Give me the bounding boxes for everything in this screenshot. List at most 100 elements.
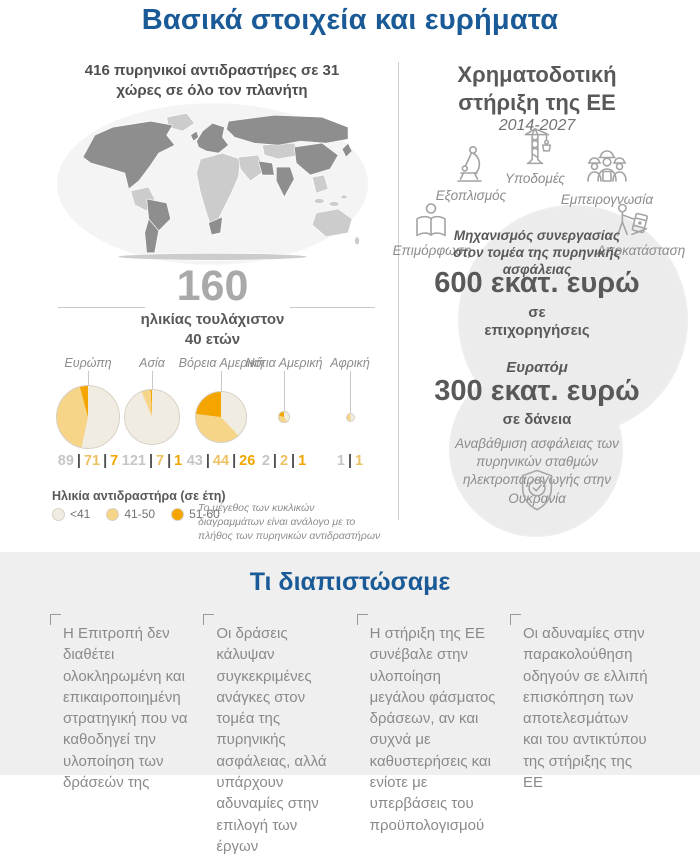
pie-chart bbox=[194, 390, 248, 444]
pie-chart bbox=[345, 412, 355, 422]
reactors-panel: 416 πυρηνικοί αντιδραστήρες σε 31 χώρες … bbox=[30, 55, 395, 542]
pie-group-2: Βόρεια Αμερική 43 | 44 | 26 bbox=[173, 343, 269, 483]
reading-person-icon bbox=[409, 200, 453, 244]
world-map bbox=[56, 103, 369, 265]
pie-values: 121 | 7 | 1 bbox=[104, 453, 200, 469]
support-area-label: Επιμόρφωση bbox=[392, 243, 472, 258]
finding-text: Οι δράσεις κάλυψαν συγκεκριμένες ανάγκες… bbox=[216, 625, 327, 855]
pie-region-label: Αφρική bbox=[330, 356, 370, 371]
legend-label: 51-60 bbox=[189, 507, 220, 521]
pie-connector-line bbox=[152, 371, 153, 389]
legend-label: 41-50 bbox=[124, 507, 156, 521]
corner-bracket-icon bbox=[203, 614, 215, 625]
euratom-description: Αναβάθμιση ασφάλειας των πυρηνικών σταθμ… bbox=[455, 436, 619, 506]
support-area-label: Υποδομές bbox=[505, 171, 565, 186]
value-separator: | bbox=[272, 453, 277, 469]
corner-bracket-icon bbox=[509, 614, 521, 625]
pie-row: Ευρώπη 89 | 71 | 7 Ασία 121 | 7 | 1 Βόρεια Αμερική 43… bbox=[30, 343, 395, 488]
stat-rule-left bbox=[58, 307, 145, 308]
legend-swatch-icon bbox=[106, 507, 120, 521]
other-countries bbox=[117, 112, 360, 261]
pie-group-0: Ευρώπη 89 | 71 | 7 bbox=[40, 343, 136, 483]
pie-values: 89 | 71 | 7 bbox=[40, 453, 136, 469]
funding-period: 2014-2027 bbox=[498, 117, 576, 134]
funding-heading: Χρηματοδοτική στήριξη της ΕΕ bbox=[457, 62, 617, 115]
reactor-count: 1 bbox=[174, 453, 183, 469]
reactor-count: 2 bbox=[261, 453, 270, 469]
legend-item: 51-60 bbox=[171, 507, 220, 521]
finding-text: Η στήριξη της ΕΕ συνέβαλε στην υλοποίηση… bbox=[369, 625, 496, 834]
workers-icon bbox=[582, 143, 632, 187]
pie-values: 2 | 2 | 1 bbox=[236, 453, 332, 469]
euratom-amount: 300 εκατ. ευρώ bbox=[434, 375, 640, 407]
insc-label: Μηχανισμός συνεργασίας στον τομέα της πυ… bbox=[453, 228, 621, 277]
pie-connector-line bbox=[284, 371, 285, 412]
findings-title: Τι διαπιστώσαμε bbox=[249, 568, 451, 596]
value-separator: | bbox=[232, 453, 237, 469]
reactor-count: 43 bbox=[186, 453, 203, 469]
reactor-count: 26 bbox=[239, 453, 256, 469]
shield-check-icon bbox=[514, 467, 560, 522]
stat-caption-line2: 40 ετών bbox=[184, 331, 241, 348]
corner-bracket-icon bbox=[356, 614, 368, 625]
pie-chart bbox=[278, 411, 290, 423]
findings-section: Τι διαπιστώσαμε Η Επιτροπή δεν διαθέτει … bbox=[0, 552, 700, 855]
findings-columns: Η Επιτροπή δεν διαθέτει ολοκληρωμένη και… bbox=[50, 614, 650, 857]
pie-chart bbox=[56, 385, 120, 449]
corner-bracket-icon bbox=[50, 614, 61, 625]
reactor-count: 71 bbox=[83, 453, 101, 469]
panel-divider bbox=[398, 62, 399, 520]
pie-connector-line bbox=[350, 371, 351, 413]
finding-column: Οι αδυναμίες στην παρακολούθηση οδηγούν … bbox=[509, 614, 650, 857]
reactor-count: 44 bbox=[212, 453, 230, 469]
reactor-count: 1 bbox=[336, 453, 345, 469]
crane-icon bbox=[512, 125, 558, 171]
finding-text: Η Επιτροπή δεν διαθέτει ολοκληρωμένη και… bbox=[63, 625, 188, 792]
support-area-label: Εξοπλισμός bbox=[435, 188, 507, 203]
insc-unit: σε επιχορηγήσεις bbox=[484, 304, 590, 339]
pie-region-label: Ασία bbox=[139, 356, 165, 371]
pie-chart bbox=[123, 388, 181, 446]
finding-column: Η Επιτροπή δεν διαθέτει ολοκληρωμένη και… bbox=[50, 614, 190, 857]
value-separator: | bbox=[205, 453, 210, 469]
pie-connector-line bbox=[221, 371, 222, 391]
reactors-heading: 416 πυρηνικοί αντιδραστήρες σε 31 χώρες … bbox=[84, 62, 340, 99]
legend-item: <41 bbox=[52, 507, 90, 521]
value-separator: | bbox=[103, 453, 108, 469]
reactor-count: 121 bbox=[121, 453, 146, 469]
countries-with-reactors bbox=[82, 114, 353, 254]
support-area-label: Εμπειρογνωσία bbox=[560, 192, 654, 207]
pie-group-1: Ασία 121 | 7 | 1 bbox=[104, 343, 200, 483]
page-title: Βασικά στοιχεία και ευρήματα bbox=[141, 4, 559, 36]
microscope-icon bbox=[448, 143, 492, 187]
pie-region-label: Ευρώπη bbox=[64, 356, 112, 371]
finding-column: Η στήριξη της ΕΕ συνέβαλε στην υλοποίηση… bbox=[356, 614, 497, 857]
value-separator: | bbox=[76, 453, 81, 469]
euratom-label: Ευρατόμ bbox=[506, 359, 568, 376]
age-legend: <41 41-50 51-60 bbox=[52, 507, 220, 521]
value-separator: | bbox=[167, 453, 172, 469]
aged-reactors-count: 160 bbox=[176, 262, 249, 310]
age-legend-title: Ηλικία αντιδραστήρα (σε έτη) bbox=[52, 489, 226, 503]
reactor-count: 89 bbox=[57, 453, 74, 469]
reactor-count: 2 bbox=[279, 453, 289, 469]
eu-funding-panel: Χρηματοδοτική στήριξη της ΕΕ 2014-2027 Υ… bbox=[393, 55, 700, 540]
pie-region-label: Βόρεια Αμερική bbox=[178, 356, 264, 371]
legend-swatch-icon bbox=[171, 507, 185, 521]
value-separator: | bbox=[347, 453, 353, 469]
finding-text: Οι αδυναμίες στην παρακολούθηση οδηγούν … bbox=[522, 625, 648, 792]
value-separator: | bbox=[148, 453, 154, 469]
pie-size-note: Το μέγεθος των κυκλικών διαγραμμάτων είν… bbox=[198, 502, 381, 543]
reactor-count: 1 bbox=[298, 453, 307, 469]
pie-values: 43 | 44 | 26 bbox=[173, 453, 269, 469]
insc-amount: 600 εκατ. ευρώ bbox=[434, 267, 640, 299]
support-area-label: Αποκατάσταση bbox=[596, 243, 686, 258]
legend-label: <41 bbox=[70, 507, 91, 521]
reactor-count: 1 bbox=[355, 453, 364, 469]
pie-group-4: Αφρική 1 | 1 bbox=[302, 343, 398, 483]
pie-connector-line bbox=[88, 371, 89, 385]
value-separator: | bbox=[291, 453, 296, 469]
hazmat-barrel-icon bbox=[608, 200, 654, 244]
pie-group-3: Νότια Αμερική 2 | 2 | 1 bbox=[236, 343, 332, 483]
reactor-count: 7 bbox=[110, 453, 119, 469]
